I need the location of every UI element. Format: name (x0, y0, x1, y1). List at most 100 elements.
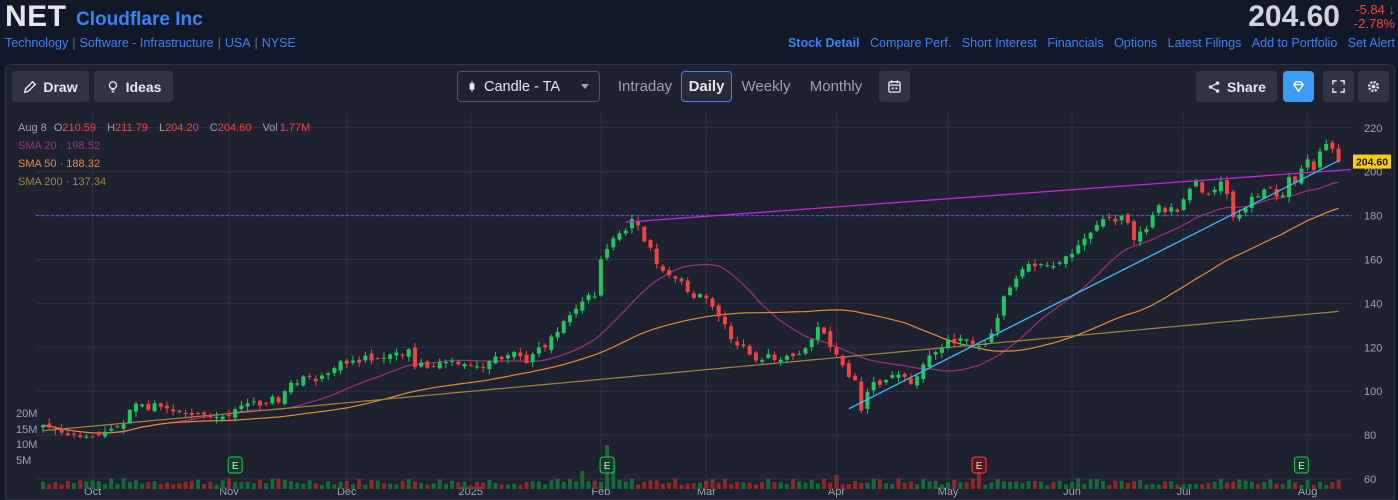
volume-bar (1057, 480, 1062, 489)
candle (1218, 181, 1223, 192)
candle (605, 248, 610, 258)
candle (735, 341, 740, 346)
candle (456, 361, 461, 365)
candle (1206, 193, 1211, 195)
breadcrumb-industry[interactable]: Software - Infrastructure (79, 36, 214, 50)
legend-volume: 1.77M (279, 122, 311, 134)
volume-bar (158, 483, 163, 489)
volume-bar (65, 480, 70, 489)
share-button[interactable]: Share (1196, 71, 1277, 102)
volume-bar (264, 483, 269, 489)
volume-bar (1181, 484, 1186, 489)
candle (189, 412, 194, 416)
candle (1305, 159, 1310, 168)
volume-bar (629, 478, 634, 489)
volume-bar (549, 480, 554, 489)
volume-bar (1200, 484, 1205, 489)
volume-bar (102, 483, 107, 489)
candle (90, 436, 95, 438)
candle (958, 338, 963, 341)
nav-stock-detail[interactable]: Stock Detail (787, 36, 860, 50)
tab-daily[interactable]: Daily (681, 71, 732, 102)
breadcrumb-country[interactable]: USA (224, 36, 251, 50)
candle-icon (469, 80, 475, 93)
tab-intraday[interactable]: Intraday (617, 78, 673, 95)
candle (245, 403, 250, 407)
company-name[interactable]: Cloudflare Inc (76, 9, 203, 30)
candle (989, 333, 994, 342)
candle (1175, 209, 1180, 212)
nav-latest-filings[interactable]: Latest Filings (1167, 36, 1242, 50)
volume-bar (1076, 478, 1081, 489)
nav-financials[interactable]: Financials (1047, 36, 1104, 50)
volume-bar (121, 478, 126, 489)
volume-bar (487, 479, 492, 489)
candle (84, 436, 89, 438)
volume-bar (84, 481, 89, 489)
volume-bar (1082, 483, 1087, 489)
volume-bar (561, 481, 566, 489)
candle (698, 294, 703, 298)
volume-bar (1299, 484, 1304, 489)
candle (1014, 278, 1019, 288)
fullscreen-button[interactable] (1323, 71, 1354, 102)
candle (574, 308, 579, 314)
lightbulb-icon (108, 80, 117, 92)
nav-set-alert[interactable]: Set Alert (1347, 36, 1395, 50)
support-trendline (848, 160, 1339, 410)
volume-bar (524, 481, 529, 489)
volume-bar (214, 484, 219, 489)
ideas-button[interactable]: Ideas (94, 71, 173, 102)
candle (729, 326, 734, 340)
candle (1039, 264, 1044, 266)
candle (561, 321, 566, 334)
volume-bar (735, 481, 740, 489)
candle (1187, 188, 1192, 201)
candle (592, 296, 597, 298)
volume-bar (295, 482, 300, 489)
volume-bar (698, 482, 703, 489)
volume-bar (760, 481, 765, 489)
legend-close-label: C (209, 122, 218, 134)
volume-bar (96, 481, 101, 489)
volume-bar (59, 484, 64, 489)
nav-options[interactable]: Options (1114, 36, 1158, 50)
candle (1200, 182, 1205, 193)
candle (474, 366, 479, 368)
candle (344, 360, 349, 364)
candle (1169, 207, 1174, 212)
settings-button[interactable] (1358, 71, 1389, 102)
share-icon (1208, 80, 1220, 93)
tab-monthly[interactable]: Monthly (809, 78, 863, 95)
earnings-marker (1293, 456, 1309, 474)
candle (828, 331, 833, 347)
volume-bar (425, 484, 430, 489)
volume-bar (939, 484, 944, 489)
calendar-button[interactable] (879, 71, 910, 102)
share-label: Share (1227, 78, 1266, 95)
legend-close: 204.60 (217, 122, 252, 134)
volume-bar (859, 483, 864, 489)
draw-button[interactable]: Draw (12, 71, 89, 102)
candle (146, 404, 151, 410)
candle (815, 327, 820, 340)
candle (939, 348, 944, 353)
volume-bar (90, 480, 95, 489)
nav-add-to-portfolio[interactable]: Add to Portfolio (1251, 36, 1338, 50)
volume-bar (660, 483, 665, 489)
chart-type-select[interactable]: Candle - TA (457, 71, 600, 102)
tab-weekly[interactable]: Weekly (741, 78, 791, 95)
candle (140, 404, 145, 407)
volume-bar (952, 479, 957, 489)
breadcrumb-sector[interactable]: Technology (5, 36, 69, 50)
volume-bar (530, 481, 535, 489)
nav-short-interest[interactable]: Short Interest (961, 36, 1037, 50)
nav-compare-perf[interactable]: Compare Perf. (870, 36, 952, 50)
volume-bar (685, 483, 690, 489)
breadcrumb-exchange[interactable]: NYSE (261, 36, 296, 50)
candle (1032, 263, 1037, 267)
volume-bar (115, 484, 120, 489)
premium-button[interactable] (1283, 71, 1314, 102)
candle (1150, 214, 1155, 228)
